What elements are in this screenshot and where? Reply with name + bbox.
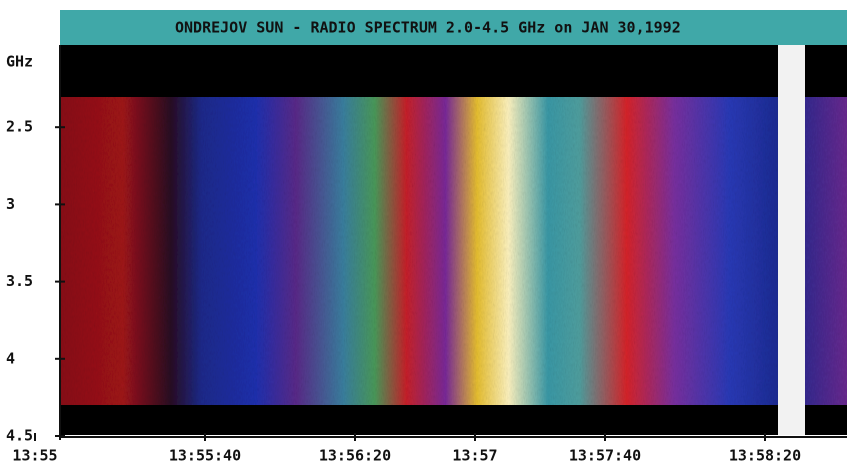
x-tick-label: 13:57:40 (569, 447, 641, 461)
gap-bar (778, 45, 805, 435)
x-tick-label: 13:57 (452, 447, 497, 461)
chart-title: ONDREJOV SUN - RADIO SPECTRUM 2.0-4.5 GH… (175, 19, 681, 37)
top-band (60, 45, 847, 97)
spectrogram (60, 97, 847, 405)
x-tick-label: 13:56:20 (319, 447, 391, 461)
y-tick-label: 2.5 (6, 118, 33, 136)
x-tick-label: 13:58:20 (729, 447, 801, 461)
y-unit: GHz (6, 53, 33, 71)
y-tick-label: 4 (6, 349, 15, 367)
chart: ONDREJOV SUN - RADIO SPECTRUM 2.0-4.5 GH… (0, 0, 847, 461)
y-tick-label: 3 (6, 195, 15, 213)
bottom-band (60, 405, 847, 435)
y-tick-label: 3.5 (6, 272, 33, 290)
x-tick-label: 13:55:40 (169, 447, 241, 461)
x-tick-label: 13:55 (12, 447, 57, 461)
y-tick-label: 4.5 (6, 427, 33, 445)
